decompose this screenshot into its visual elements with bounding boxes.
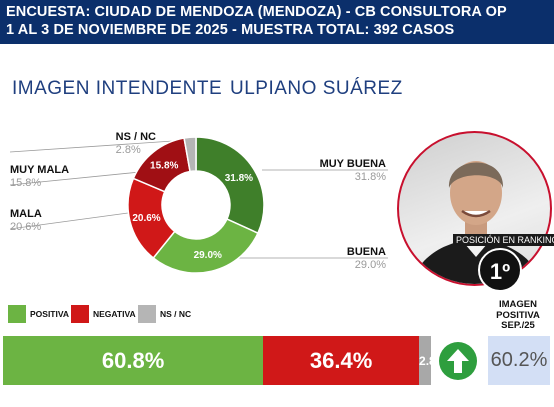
donut-slice-label: 15.8% bbox=[150, 161, 178, 172]
bar-segment-ns-nc: 2.8% bbox=[419, 336, 431, 385]
trend-indicator bbox=[433, 336, 482, 385]
donut-chart: 31.8% 29.0% 20.6% 15.8% bbox=[127, 136, 265, 274]
label-muy-mala-value: 15.8% bbox=[10, 177, 42, 189]
label-buena-name: BUENA bbox=[346, 246, 386, 258]
legend-swatch-negativa bbox=[71, 305, 89, 323]
label-nsnc: NS / NC 2.8% bbox=[116, 131, 156, 157]
label-mala-name: MALA bbox=[10, 208, 42, 220]
bar-segment-negativa: 36.4% bbox=[263, 336, 419, 385]
label-mala: MALA 20.6% bbox=[10, 208, 42, 234]
header-line-1: ENCUESTA: CIUDAD DE MENDOZA (MENDOZA) - … bbox=[6, 4, 507, 20]
label-muy-mala-name: MUY MALA bbox=[10, 164, 70, 176]
donut-slice-label: 31.8% bbox=[225, 173, 253, 184]
donut-slice-label: 29.0% bbox=[194, 250, 222, 261]
legend-label-nsnc: NS / NC bbox=[160, 309, 192, 319]
previous-value: 60.2% bbox=[488, 336, 550, 385]
legend-swatch-nsnc bbox=[138, 305, 156, 323]
label-muy-buena-value: 31.8% bbox=[354, 171, 386, 183]
ranking-label: POSICIÓN EN RANKING bbox=[453, 234, 554, 246]
legend-swatch-positiva bbox=[8, 305, 26, 323]
label-muy-buena-name: MUY BUENA bbox=[319, 158, 386, 170]
portrait-illustration bbox=[410, 161, 543, 284]
donut-slice-ns-nc bbox=[183, 136, 197, 173]
header-line-2: 1 AL 3 DE NOVIEMBRE DE 2025 - MUESTRA TO… bbox=[6, 22, 455, 38]
legend-nsnc: NS / NC bbox=[138, 305, 191, 323]
label-buena: BUENA 29.0% bbox=[347, 246, 386, 272]
chart-title: IMAGEN INTENDENTE bbox=[12, 78, 223, 99]
legend-positiva: POSITIVA bbox=[8, 305, 69, 323]
bar-segment-positiva: 60.8% bbox=[3, 336, 264, 385]
label-buena-value: 29.0% bbox=[354, 259, 386, 271]
label-nsnc-name: NS / NC bbox=[115, 131, 156, 143]
bar-segment-label: 60.8% bbox=[101, 347, 165, 373]
legend-label-positiva: POSITIVA bbox=[30, 309, 70, 319]
donut-slice-label: 20.6% bbox=[132, 213, 160, 224]
ranking-badge: 1º bbox=[478, 248, 522, 292]
donut-slice-buena bbox=[152, 218, 259, 274]
previous-title: IMAGEN POSITIVA SEP./25 bbox=[496, 299, 540, 331]
label-mala-value: 20.6% bbox=[10, 221, 42, 233]
bar-segment-label: 36.4% bbox=[309, 347, 373, 373]
donut-slice-muy-buena bbox=[195, 136, 265, 235]
bar-segment-label: 2.8% bbox=[419, 353, 431, 368]
up-arrow-icon bbox=[438, 341, 477, 380]
label-nsnc-value: 2.8% bbox=[115, 144, 141, 156]
legend-negativa: NEGATIVA bbox=[71, 305, 136, 323]
candidate-photo bbox=[397, 131, 552, 286]
candidate-name: ULPIANO SUÁREZ bbox=[230, 78, 403, 99]
legend-label-negativa: NEGATIVA bbox=[93, 309, 136, 319]
header-banner: ENCUESTA: CIUDAD DE MENDOZA (MENDOZA) - … bbox=[0, 0, 554, 44]
label-muy-buena: MUY BUENA 31.8% bbox=[320, 158, 386, 184]
label-muy-mala: MUY MALA 15.8% bbox=[10, 164, 69, 190]
